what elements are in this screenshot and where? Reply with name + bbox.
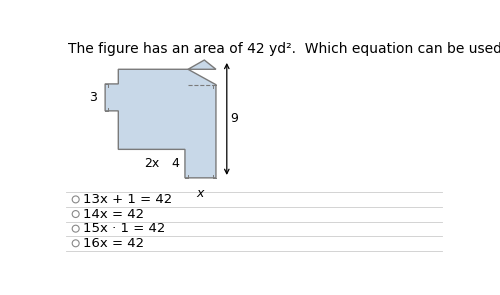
- Text: x: x: [197, 187, 204, 200]
- Text: 2x: 2x: [144, 157, 159, 170]
- Text: 13x + 1 = 42: 13x + 1 = 42: [84, 193, 172, 206]
- Text: 4: 4: [171, 157, 179, 170]
- Text: The figure has an area of 42 yd².  Which equation can be used to find the value : The figure has an area of 42 yd². Which …: [68, 42, 500, 55]
- Polygon shape: [188, 60, 216, 69]
- Polygon shape: [105, 69, 216, 178]
- Text: 14x = 42: 14x = 42: [84, 208, 144, 221]
- Text: 3: 3: [90, 91, 98, 104]
- Text: 15x · 1 = 42: 15x · 1 = 42: [84, 222, 166, 235]
- Text: 16x = 42: 16x = 42: [84, 237, 144, 250]
- Text: 9: 9: [230, 112, 238, 125]
